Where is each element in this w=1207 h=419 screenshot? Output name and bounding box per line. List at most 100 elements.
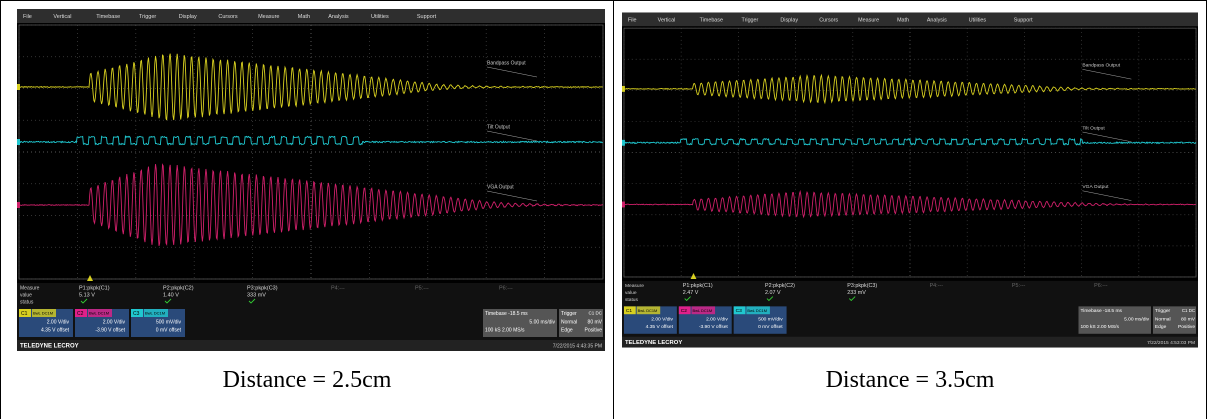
channel-coupling: BwL DC1M	[33, 311, 53, 316]
trace-label: VGA Output	[1082, 184, 1109, 190]
menu-item[interactable]: Analysis	[328, 14, 349, 20]
menu-item[interactable]: Vertical	[53, 14, 71, 20]
channel-scale: 2.00 V/div	[103, 319, 126, 325]
channel-coupling: BwL DC1M	[693, 308, 713, 313]
channel-offset: -3.90 V offset	[95, 327, 125, 333]
channel-name: C2	[681, 308, 688, 314]
brand: TELEDYNE LECROY	[625, 340, 682, 346]
channel-scale: 2.00 V/div	[706, 316, 728, 322]
trigger-slope: Positive	[584, 327, 602, 333]
measure-value: 2.47 V	[683, 290, 699, 296]
menu-item[interactable]: Cursors	[218, 14, 238, 20]
channel-coupling: BwL DC1M	[89, 311, 109, 316]
oscilloscope-screenshot: File Vertical Timebase Trigger Display Cursor…	[622, 9, 1198, 351]
timebase-scale: 5.00 ms/div	[529, 319, 555, 325]
menu-item[interactable]: Timebase	[96, 14, 120, 20]
oscilloscope-screenshot: File Vertical Timebase Trigger Display Cursor…	[17, 9, 605, 351]
table-cell: File Vertical Timebase Trigger Display Cursor…	[613, 1, 1207, 419]
menu-item[interactable]: Analysis	[927, 17, 947, 23]
menu-item[interactable]: Measure	[858, 17, 879, 23]
status-bar	[17, 340, 605, 351]
menu-item[interactable]: Vertical	[658, 17, 676, 23]
timebase-title: Timebase -18.5 ms	[1080, 308, 1122, 314]
measure-value: 1.40 V	[163, 292, 179, 298]
channel-name: C1	[626, 308, 633, 314]
menu-item[interactable]: Trigger	[139, 14, 156, 20]
menu-item[interactable]: Utilities	[371, 14, 389, 20]
trigger-source: C1 DC	[588, 311, 602, 316]
measure-param: P2:pkpk(C2)	[163, 285, 194, 291]
trace-label: Tilt Output	[1082, 125, 1105, 131]
measure-param: P3:pkpk(C3)	[847, 283, 877, 289]
measure-row-label: value	[625, 290, 637, 296]
trigger-slope: Positive	[1178, 324, 1195, 330]
channel-scale: 2.00 V/div	[47, 319, 70, 325]
channel-coupling: BwL DC1M	[747, 308, 767, 313]
measure-param: P6:---	[499, 285, 513, 291]
menu-item[interactable]: Utilities	[969, 17, 987, 23]
measure-param: P2:pkpk(C2)	[765, 283, 795, 289]
menu-item[interactable]: Math	[897, 17, 909, 23]
channel-marker	[622, 202, 625, 208]
measure-value: 2.07 V	[765, 290, 781, 296]
timebase-scale: 5.00 ms/div	[1124, 316, 1149, 322]
measure-row-label: status	[20, 299, 34, 305]
trace-label: Bandpass Output	[487, 60, 526, 66]
measure-param: P6:---	[1094, 283, 1108, 289]
caption: Distance = 3.5cm	[614, 367, 1206, 394]
status-bar	[622, 337, 1198, 348]
channel-coupling: BwL DC1M	[145, 311, 165, 316]
channel-marker	[17, 139, 20, 145]
document: File Vertical Timebase Trigger Display Cursor…	[0, 0, 1207, 418]
menu-item[interactable]: Trigger	[742, 17, 759, 23]
channel-marker	[622, 140, 625, 146]
channel-coupling: BwL DC1M	[638, 308, 658, 313]
trigger-level: 80 mV	[588, 319, 603, 325]
menu-item[interactable]: Support	[1014, 17, 1033, 23]
channel-scale: 500 mV/div	[758, 316, 783, 322]
trigger-type: Edge	[561, 327, 573, 333]
menu-item[interactable]: File	[628, 17, 637, 23]
menu-item[interactable]: Display	[179, 14, 197, 20]
measure-param: P1:pkpk(C1)	[79, 285, 110, 291]
timestamp: 7/22/2015 4:43:35 PM	[553, 343, 602, 349]
channel-marker	[17, 84, 20, 90]
timebase-title: Timebase -18.5 ms	[485, 311, 528, 317]
menu-item[interactable]: Support	[417, 14, 437, 20]
brand: TELEDYNE LECROY	[20, 344, 79, 350]
channel-offset: 4.35 V offset	[646, 324, 674, 330]
trace-label: Bandpass Output	[1082, 63, 1120, 69]
trigger-title: Trigger	[561, 311, 577, 317]
channel-offset: -3.90 V offset	[699, 324, 729, 330]
measure-row-label: Measure	[20, 285, 40, 291]
menu-item[interactable]: File	[23, 14, 32, 20]
measure-param: P5:---	[1012, 283, 1026, 289]
channel-name: C3	[133, 311, 140, 317]
trigger-mode: Normal	[1155, 316, 1171, 322]
table-cell: File Vertical Timebase Trigger Display Cursor…	[0, 1, 613, 419]
measure-param: P1:pkpk(C1)	[683, 283, 713, 289]
channel-marker	[622, 86, 625, 92]
trigger-mode: Normal	[561, 319, 577, 325]
trigger-level: 80 mV	[1181, 316, 1196, 322]
trigger-title: Trigger	[1155, 308, 1171, 314]
trigger-type: Edge	[1155, 324, 1167, 330]
channel-offset: 0 mV offset	[156, 327, 182, 333]
channel-name: C1	[21, 311, 28, 317]
measure-param: P3:pkpk(C3)	[247, 285, 278, 291]
channel-offset: 4.35 V offset	[41, 327, 70, 333]
menu-item[interactable]: Display	[780, 17, 798, 23]
channel-marker	[17, 202, 20, 208]
measure-param: P4:---	[930, 283, 944, 289]
measure-row-label: value	[20, 292, 32, 298]
caption: Distance = 2.5cm	[1, 367, 613, 394]
menu-item[interactable]: Cursors	[819, 17, 838, 23]
channel-name: C2	[77, 311, 84, 317]
measure-row-label: Measure	[625, 283, 644, 289]
timebase-sampling: 100 kS 2.00 MS/s	[485, 327, 525, 333]
menu-item[interactable]: Timebase	[700, 17, 723, 23]
menu-item[interactable]: Math	[298, 14, 310, 20]
trace-label: Tilt Output	[487, 124, 510, 130]
menu-item[interactable]: Measure	[258, 14, 279, 20]
channel-name: C3	[736, 308, 743, 314]
